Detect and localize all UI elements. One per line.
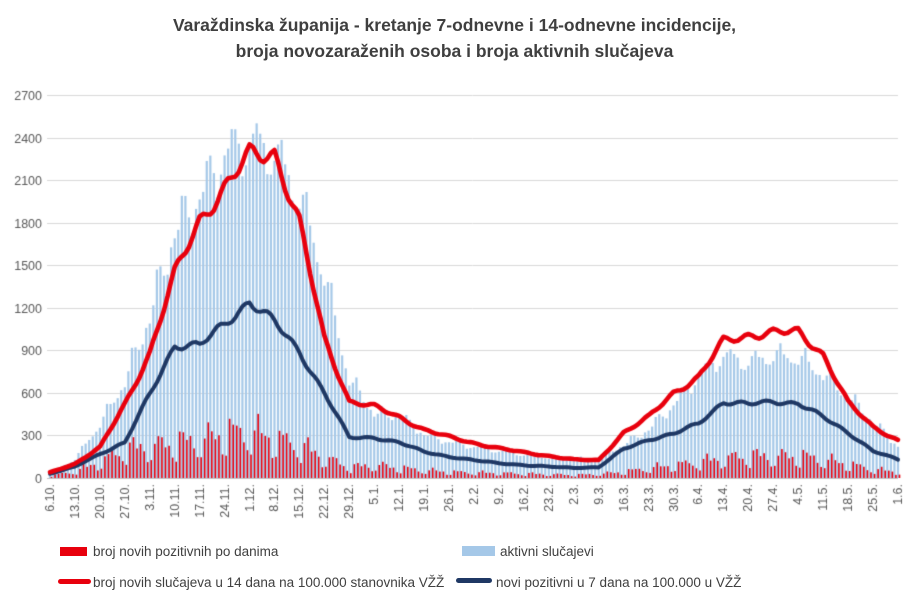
chart-title-line2: broja novozaraženih osoba i broja aktivn… <box>235 41 674 61</box>
legend-label-incidence7: novi pozitivni u 7 dana na 100.000 u VŽŽ <box>496 575 742 590</box>
chart-title-line1: Varaždinska županija - kretanje 7-odnevn… <box>172 15 737 35</box>
legend-label-daily-new: broj novih pozitivnih po danima <box>93 544 279 559</box>
legend-label-incidence14: broj novih slučajeva u 14 dana na 100.00… <box>93 575 445 590</box>
legend-swatch-daily-new-bars <box>60 547 87 556</box>
legend-label-active-cases: aktivni slučajevi <box>500 544 594 559</box>
chart-title: Varaždinska županija - kretanje 7-odnevn… <box>0 12 909 64</box>
plot-area <box>0 84 909 538</box>
legend-swatch-incidence7-line <box>456 578 492 583</box>
legend-swatch-active-cases-bars <box>462 546 495 556</box>
legend-swatch-incidence14-line <box>58 579 91 584</box>
